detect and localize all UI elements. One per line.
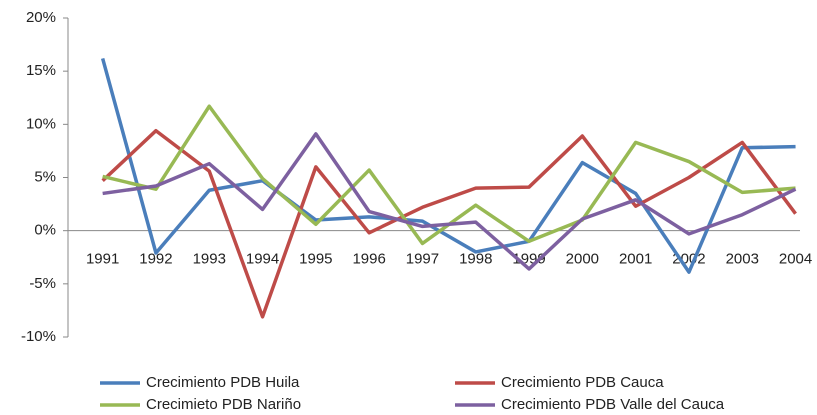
legend-label: Crecimiento PDB Valle del Cauca bbox=[501, 396, 725, 413]
y-tick-label: 20% bbox=[26, 9, 56, 26]
series-line bbox=[101, 128, 797, 319]
x-tick-label: 1998 bbox=[459, 251, 492, 268]
x-tick-label: 1992 bbox=[139, 251, 172, 268]
series-line bbox=[100, 57, 796, 274]
y-tick-label: 15% bbox=[26, 62, 56, 79]
x-tick-label: 2003 bbox=[726, 251, 759, 268]
legend-label: Crecimiento PDB Cauca bbox=[501, 374, 664, 391]
x-tick-label: 2004 bbox=[779, 251, 812, 268]
x-tick-label: 1991 bbox=[86, 251, 119, 268]
x-tick-label: 2000 bbox=[566, 251, 599, 268]
x-tick-label: 1994 bbox=[246, 251, 279, 268]
x-tick-label: 1993 bbox=[193, 251, 226, 268]
y-tick-label: -5% bbox=[29, 275, 56, 292]
legend-label: Crecimiento PDB Huila bbox=[146, 374, 300, 391]
x-tick-label: 1997 bbox=[406, 251, 439, 268]
series-line bbox=[102, 132, 797, 271]
x-tick-label: 1996 bbox=[352, 251, 385, 268]
legend-label: Crecimieto PDB Nariño bbox=[146, 396, 301, 413]
y-tick-label: 10% bbox=[26, 115, 56, 132]
y-tick-label: -10% bbox=[21, 328, 56, 345]
x-tick-label: 2001 bbox=[619, 251, 652, 268]
x-tick-label: 1995 bbox=[299, 251, 332, 268]
y-tick-label: 5% bbox=[34, 168, 56, 185]
y-tick-label: 0% bbox=[34, 222, 56, 239]
